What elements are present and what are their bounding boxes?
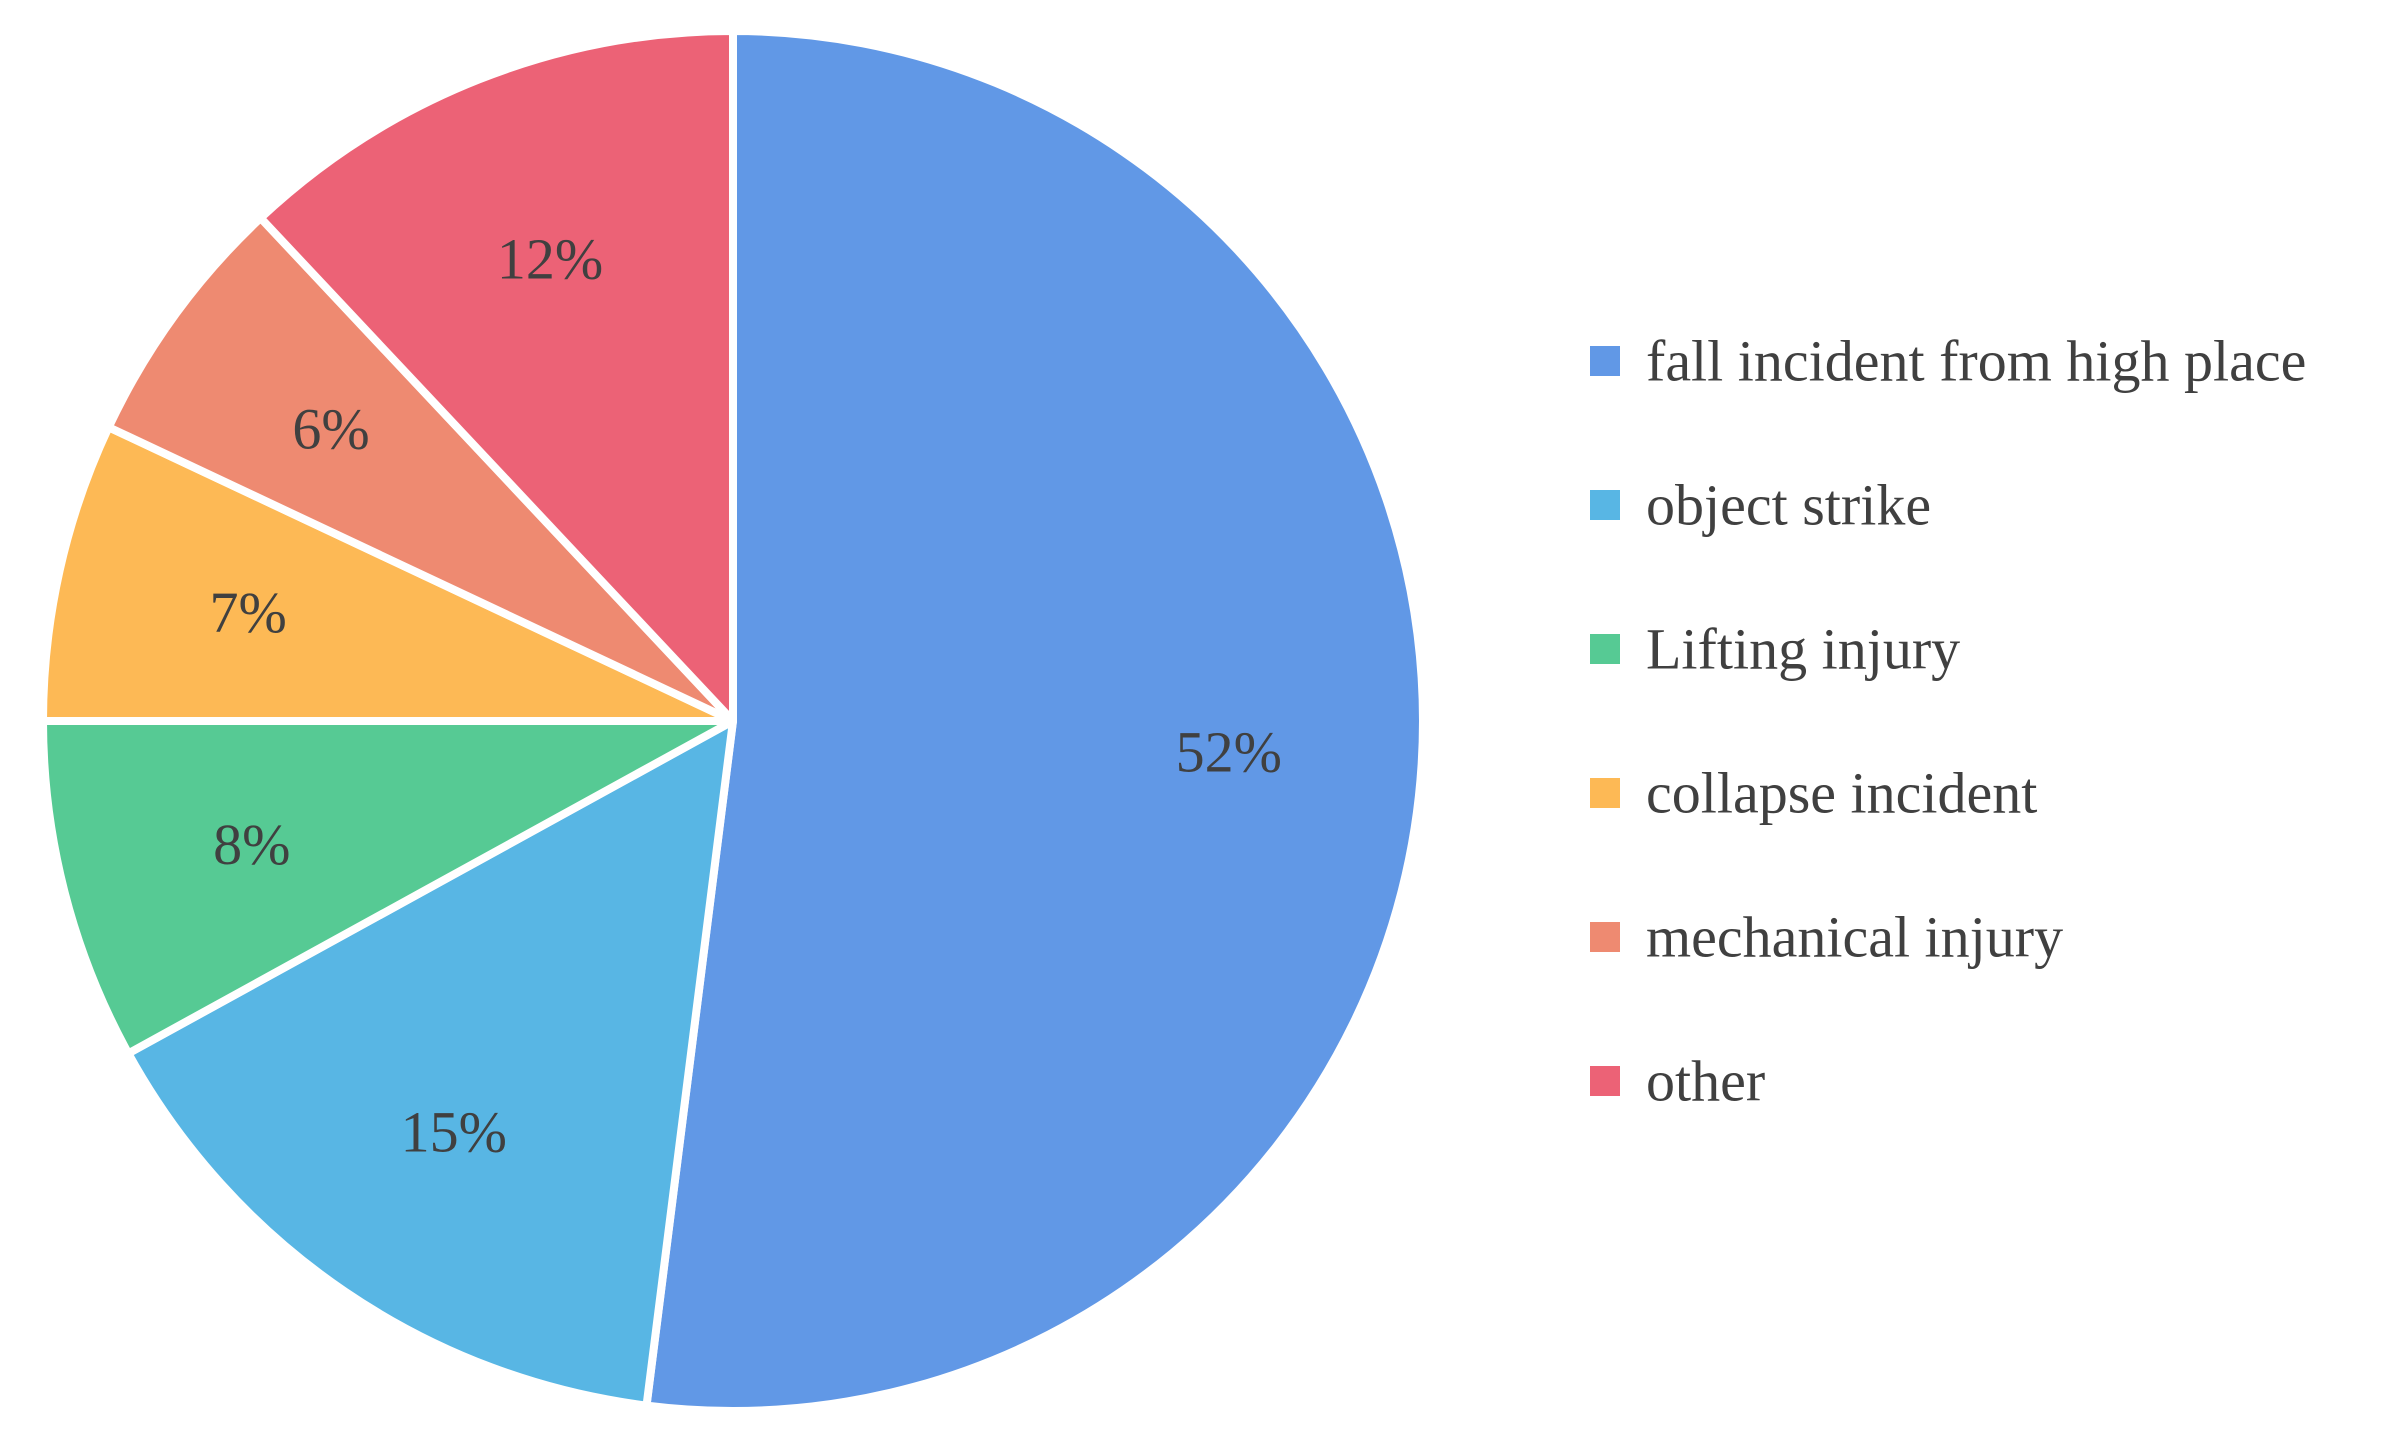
pie-slice-collapse-incident xyxy=(39,423,737,725)
legend-label-collapse-incident: collapse incident xyxy=(1646,761,2037,826)
pie-slice-object-strike xyxy=(124,717,737,1410)
legend-label-object-strike: object strike xyxy=(1646,473,1931,538)
legend-item-lifting-injury: Lifting injury xyxy=(1590,617,1960,682)
legend-item-mechanical-injury: mechanical injury xyxy=(1590,905,2063,970)
data-label-mechanical-injury: 6% xyxy=(292,397,369,462)
pie-slice-lifting-injury xyxy=(39,717,737,1058)
data-label-other: 12% xyxy=(497,227,603,292)
legend-swatch-object-strike xyxy=(1590,490,1620,520)
legend-label-lifting-injury: Lifting injury xyxy=(1646,617,1960,682)
legend-item-collapse-incident: collapse incident xyxy=(1590,761,2037,826)
legend-item-other: other xyxy=(1590,1049,1765,1114)
data-label-collapse-incident: 7% xyxy=(210,580,287,645)
pie-slice-other xyxy=(256,27,737,725)
pie-slice-fall-incident-from-high-place xyxy=(642,27,1427,1415)
data-label-object-strike: 15% xyxy=(401,1099,507,1164)
legend-item-fall-incident-from-high-place: fall incident from high place xyxy=(1590,329,2306,394)
legend-swatch-other xyxy=(1590,1066,1620,1096)
legend-label-other: other xyxy=(1646,1049,1765,1114)
legend-label-mechanical-injury: mechanical injury xyxy=(1646,905,2063,970)
pie-slices xyxy=(39,27,1427,1415)
legend: fall incident from high place object stri… xyxy=(1590,329,2306,1114)
legend-swatch-collapse-incident xyxy=(1590,778,1620,808)
pie-slice-mechanical-injury xyxy=(104,214,737,725)
legend-item-object-strike: object strike xyxy=(1590,473,1931,538)
legend-swatch-mechanical-injury xyxy=(1590,922,1620,952)
legend-label-fall-incident-from-high-place: fall incident from high place xyxy=(1646,329,2306,394)
pie-data-labels: 52% 15% 8% 7% 6% 12% xyxy=(210,227,1282,1165)
data-label-lifting-injury: 8% xyxy=(213,812,290,877)
legend-swatch-lifting-injury xyxy=(1590,634,1620,664)
legend-swatch-fall-incident-from-high-place xyxy=(1590,346,1620,376)
data-label-fall-incident-from-high-place: 52% xyxy=(1176,720,1282,785)
